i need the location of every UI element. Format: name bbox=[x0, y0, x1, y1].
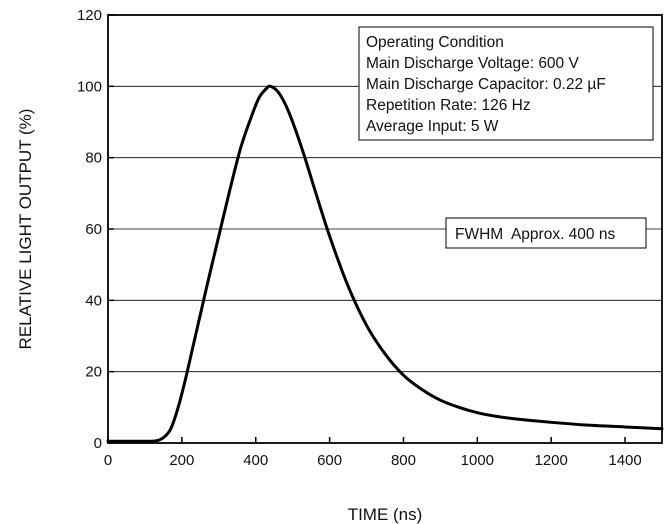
y-tick-label: 20 bbox=[85, 364, 102, 381]
x-axis: 0 200 400 600 800 1000 1200 1400 bbox=[104, 437, 642, 469]
x-tick-label: 0 bbox=[104, 452, 112, 469]
y-tick-label: 40 bbox=[85, 292, 102, 309]
x-tick-label: 400 bbox=[243, 452, 268, 469]
annotation-line: Main Discharge Voltage: 600 V bbox=[366, 55, 579, 72]
x-tick-label: 200 bbox=[169, 452, 194, 469]
annotation-line: Average Input: 5 W bbox=[366, 118, 499, 135]
series-line-light-output bbox=[106, 84, 664, 443]
y-axis: 0 20 40 60 80 100 120 bbox=[77, 7, 114, 452]
y-tick-label: 80 bbox=[85, 150, 102, 167]
operating-condition-box: Operating Condition Main Discharge Volta… bbox=[358, 26, 654, 141]
x-tick-label: 1000 bbox=[461, 452, 494, 469]
fwhm-label: FWHM Approx. 400 ns bbox=[455, 226, 615, 243]
y-axis-title: RELATIVE LIGHT OUTPUT (%) bbox=[16, 109, 35, 350]
y-tick-label: 100 bbox=[77, 78, 102, 95]
y-tick-label: 120 bbox=[77, 7, 102, 24]
y-tick-label: 60 bbox=[85, 221, 102, 238]
annotation-line: Operating Condition bbox=[366, 34, 504, 51]
annotation-line: Repetition Rate: 126 Hz bbox=[366, 97, 531, 114]
x-tick-label: 800 bbox=[391, 452, 416, 469]
fwhm-box: FWHM Approx. 400 ns bbox=[445, 217, 647, 249]
x-tick-label: 1400 bbox=[608, 452, 641, 469]
annotation-line: Main Discharge Capacitor: 0.22 µF bbox=[366, 76, 606, 93]
x-tick-label: 600 bbox=[317, 452, 342, 469]
y-tick-label: 0 bbox=[94, 435, 102, 452]
x-axis-title: TIME (ns) bbox=[348, 505, 423, 524]
x-tick-label: 1200 bbox=[535, 452, 568, 469]
